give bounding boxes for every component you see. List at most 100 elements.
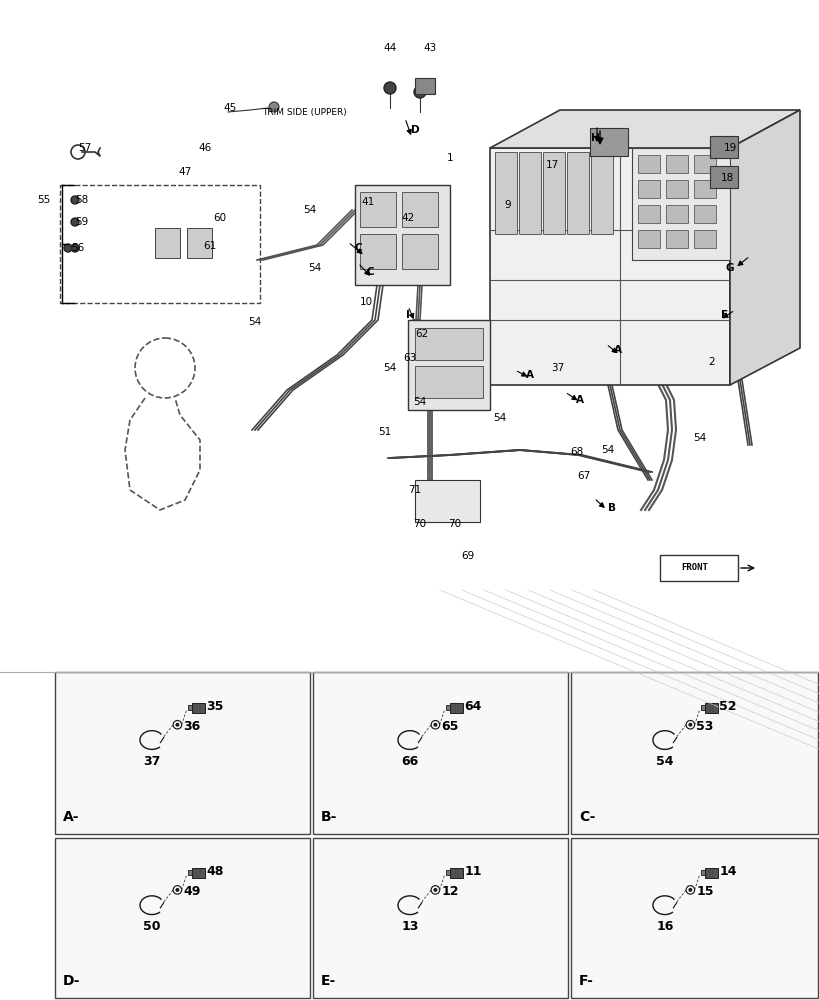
Bar <box>699 705 704 710</box>
Text: 1: 1 <box>446 153 453 163</box>
Text: 17: 17 <box>545 160 558 170</box>
Circle shape <box>71 244 79 252</box>
Circle shape <box>71 218 79 226</box>
Bar <box>414 480 479 522</box>
Bar <box>693 205 715 223</box>
Bar <box>55 672 310 834</box>
Text: B: B <box>607 503 615 513</box>
Text: 54: 54 <box>383 363 396 373</box>
Text: 43: 43 <box>423 43 436 53</box>
Text: C: C <box>366 267 373 277</box>
Text: 70: 70 <box>448 519 461 529</box>
Text: 57: 57 <box>79 143 92 153</box>
Bar <box>566 152 588 234</box>
Text: 52: 52 <box>718 700 735 713</box>
Text: 2: 2 <box>708 357 714 367</box>
Circle shape <box>433 723 437 726</box>
Bar <box>659 555 737 581</box>
Bar <box>590 128 627 156</box>
Text: TRIM SIDE (UPPER): TRIM SIDE (UPPER) <box>262 107 346 116</box>
Bar <box>55 838 310 998</box>
Circle shape <box>414 86 426 98</box>
Circle shape <box>176 723 179 726</box>
Circle shape <box>383 82 396 94</box>
Text: F-: F- <box>578 974 593 988</box>
Text: 68: 68 <box>570 447 583 457</box>
Text: 49: 49 <box>183 885 201 898</box>
Text: I: I <box>405 310 410 320</box>
Text: 16: 16 <box>655 920 672 934</box>
Bar <box>188 705 192 710</box>
Bar <box>699 870 704 875</box>
Bar <box>414 78 434 94</box>
Polygon shape <box>631 148 729 260</box>
Text: 45: 45 <box>223 103 237 113</box>
Bar <box>637 230 659 248</box>
Text: 11: 11 <box>464 865 482 878</box>
Text: 66: 66 <box>400 755 418 768</box>
Bar <box>693 155 715 173</box>
Bar <box>414 366 482 398</box>
Bar <box>665 155 687 173</box>
Bar <box>693 230 715 248</box>
Text: 54: 54 <box>303 205 316 215</box>
Text: 50: 50 <box>143 920 161 934</box>
Bar <box>313 672 568 834</box>
Text: 44: 44 <box>383 43 396 53</box>
Text: B-: B- <box>320 810 337 824</box>
Text: A-: A- <box>63 810 79 824</box>
Polygon shape <box>490 110 799 148</box>
Text: 36: 36 <box>183 720 201 733</box>
Bar <box>445 870 450 875</box>
Text: 41: 41 <box>361 197 374 207</box>
Text: 51: 51 <box>378 427 391 437</box>
Text: C-: C- <box>578 810 595 824</box>
Text: 12: 12 <box>441 885 459 898</box>
Text: 42: 42 <box>400 213 414 223</box>
Bar <box>360 192 396 227</box>
Text: D: D <box>410 125 419 135</box>
Text: 61: 61 <box>203 241 216 251</box>
Text: 35: 35 <box>206 700 224 713</box>
Circle shape <box>176 889 179 891</box>
Bar <box>665 205 687 223</box>
Text: 9: 9 <box>504 200 511 210</box>
Bar <box>637 155 659 173</box>
Text: 58: 58 <box>75 195 88 205</box>
Text: 70: 70 <box>413 519 426 529</box>
Bar <box>60 185 260 303</box>
Bar <box>313 838 568 998</box>
Bar <box>637 180 659 198</box>
Bar <box>709 166 737 188</box>
Text: D-: D- <box>63 974 80 988</box>
Bar <box>709 136 737 158</box>
Text: 59: 59 <box>75 217 88 227</box>
Circle shape <box>433 889 437 891</box>
Text: 54: 54 <box>493 413 506 423</box>
Bar <box>450 703 463 713</box>
Text: 46: 46 <box>198 143 211 153</box>
Bar <box>570 672 817 834</box>
Bar <box>188 870 192 875</box>
Bar <box>187 228 212 258</box>
Bar <box>192 703 206 713</box>
Circle shape <box>688 889 690 891</box>
Bar <box>401 192 437 227</box>
Text: 18: 18 <box>720 173 733 183</box>
Polygon shape <box>490 148 729 385</box>
Text: H: H <box>590 133 599 143</box>
Text: 60: 60 <box>213 213 226 223</box>
Bar <box>450 868 463 878</box>
Text: 62: 62 <box>415 329 428 339</box>
Circle shape <box>64 244 72 252</box>
Bar <box>590 152 613 234</box>
Text: F: F <box>721 310 727 320</box>
Text: A: A <box>525 370 533 380</box>
Text: A: A <box>575 395 583 405</box>
Bar <box>704 703 717 713</box>
Polygon shape <box>355 185 450 285</box>
Bar <box>665 180 687 198</box>
Circle shape <box>688 723 690 726</box>
Text: 14: 14 <box>718 865 735 878</box>
Text: 54: 54 <box>600 445 614 455</box>
